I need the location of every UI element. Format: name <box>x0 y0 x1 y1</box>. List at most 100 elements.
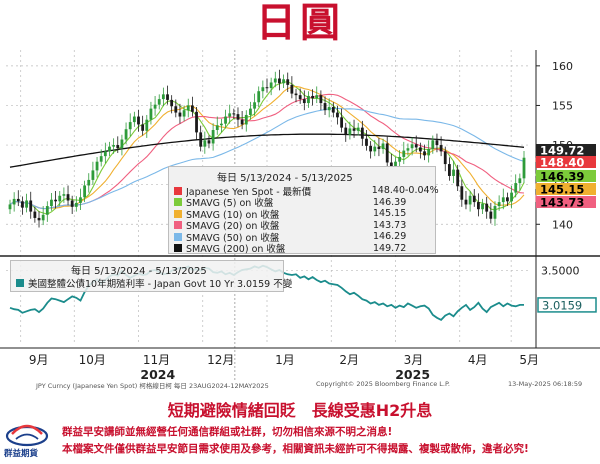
candle-body <box>103 151 107 157</box>
ma-line <box>9 85 525 210</box>
candle-body <box>282 79 285 84</box>
candle-body <box>352 128 356 131</box>
candle-body <box>385 143 389 163</box>
candle-body <box>302 99 306 104</box>
candle-body <box>356 127 360 131</box>
candle-body <box>170 99 174 107</box>
candle-body <box>79 197 82 203</box>
legend-series-value: 146.39 <box>373 196 407 208</box>
page-title: 日圓 <box>256 0 344 46</box>
candle-body <box>360 127 364 139</box>
candle-body <box>435 140 439 146</box>
price-tag-label: 146.39 <box>540 170 584 184</box>
candle-body <box>336 112 339 118</box>
candle-body <box>439 145 443 152</box>
candle-body <box>112 145 116 147</box>
logo: 群益期貨 <box>2 420 52 460</box>
candle-body <box>398 156 402 162</box>
candle-body <box>381 143 385 150</box>
legend-swatch <box>174 209 182 218</box>
legend-series-name: SMAVG (5) on 收盤 <box>186 198 274 210</box>
candle-body <box>290 84 294 94</box>
x-tick-label: 2月 <box>339 353 359 367</box>
candle-body <box>190 105 194 112</box>
candle-body <box>377 146 381 150</box>
candle-body <box>468 195 472 205</box>
candle-body <box>41 214 45 221</box>
price-tag-label: 145.15 <box>540 183 584 197</box>
candle-body <box>373 146 377 152</box>
candle-body <box>348 128 352 135</box>
candle-body <box>186 105 190 111</box>
chart-subtitle: 短期避險情緒回貶 長線受惠H2升息 <box>167 401 433 420</box>
candle-body <box>132 116 136 123</box>
candle-body <box>481 203 484 210</box>
candle-body <box>261 87 265 92</box>
candle-body <box>203 140 207 147</box>
legend-series-value: 146.29 <box>373 231 407 243</box>
legend-series-name: SMAVG (200) on 收盤 <box>186 244 286 256</box>
candle-body <box>66 194 70 201</box>
candle-body <box>228 113 232 117</box>
legend-series-value: 145.15 <box>373 208 407 220</box>
candle-body <box>45 206 49 215</box>
candle-body <box>157 99 161 105</box>
x-year-label: 2024 <box>140 367 175 380</box>
candle-body <box>232 113 236 115</box>
candle-body <box>447 164 451 176</box>
x-tick-label: 4月 <box>468 353 488 367</box>
legend-lower-swatch <box>16 278 24 287</box>
candle-body <box>149 108 153 120</box>
candle-body <box>33 211 37 218</box>
candle-body <box>485 203 489 212</box>
candle-body <box>394 161 397 168</box>
candle-body <box>410 144 414 149</box>
candle-body <box>153 104 157 109</box>
legend-series-name: SMAVG (10) on 收盤 <box>186 209 280 221</box>
candle-body <box>315 95 319 99</box>
x-tick-label: 12月 <box>207 353 234 367</box>
yield-tag <box>537 297 597 313</box>
ma-line <box>9 133 525 168</box>
price-tag <box>536 183 596 195</box>
x-tick-label: 10月 <box>79 353 106 367</box>
candle-body <box>427 149 431 156</box>
price-tag-label: 149.72 <box>540 144 584 158</box>
candle-body <box>178 112 182 117</box>
ma-line <box>9 107 525 210</box>
price-tag <box>536 156 596 168</box>
candle-body <box>518 178 522 184</box>
x-tick-label: 9月 <box>29 353 49 367</box>
candle-body <box>215 125 219 131</box>
candle-body <box>294 93 298 96</box>
candle-body <box>472 195 476 203</box>
candle-body <box>220 123 223 126</box>
candle-body <box>323 103 327 111</box>
price-chart: 1601551501451403.50009月10月11月12月1月2月3月4月… <box>0 50 600 380</box>
candle-body <box>307 95 310 104</box>
candle-body <box>12 198 16 205</box>
candle-body <box>456 169 460 187</box>
candle-body <box>501 197 505 203</box>
candle-body <box>460 186 464 200</box>
y-tick-label: 155 <box>552 99 573 112</box>
candle-body <box>331 107 335 113</box>
candle-body <box>431 140 435 150</box>
candle-body <box>199 132 203 147</box>
candle-body <box>489 211 493 219</box>
candle-body <box>311 95 314 99</box>
candle-body <box>418 147 422 152</box>
footer-timestamp: 13-May-2025 06:18:59 <box>508 380 583 388</box>
candle-body <box>327 107 331 111</box>
candle-body <box>265 87 269 89</box>
legend-lower-date: 每日 5/13/2024 - 5/13/2025 <box>71 266 207 277</box>
candle-body <box>340 117 344 128</box>
candle-body <box>497 202 501 207</box>
candle-body <box>29 200 33 212</box>
legend-series-change: -0.04% <box>405 185 439 197</box>
price-tag <box>536 144 596 156</box>
candle-body <box>124 129 128 140</box>
candle-body <box>8 204 12 210</box>
candle-body <box>21 201 24 208</box>
candle-body <box>423 151 426 156</box>
